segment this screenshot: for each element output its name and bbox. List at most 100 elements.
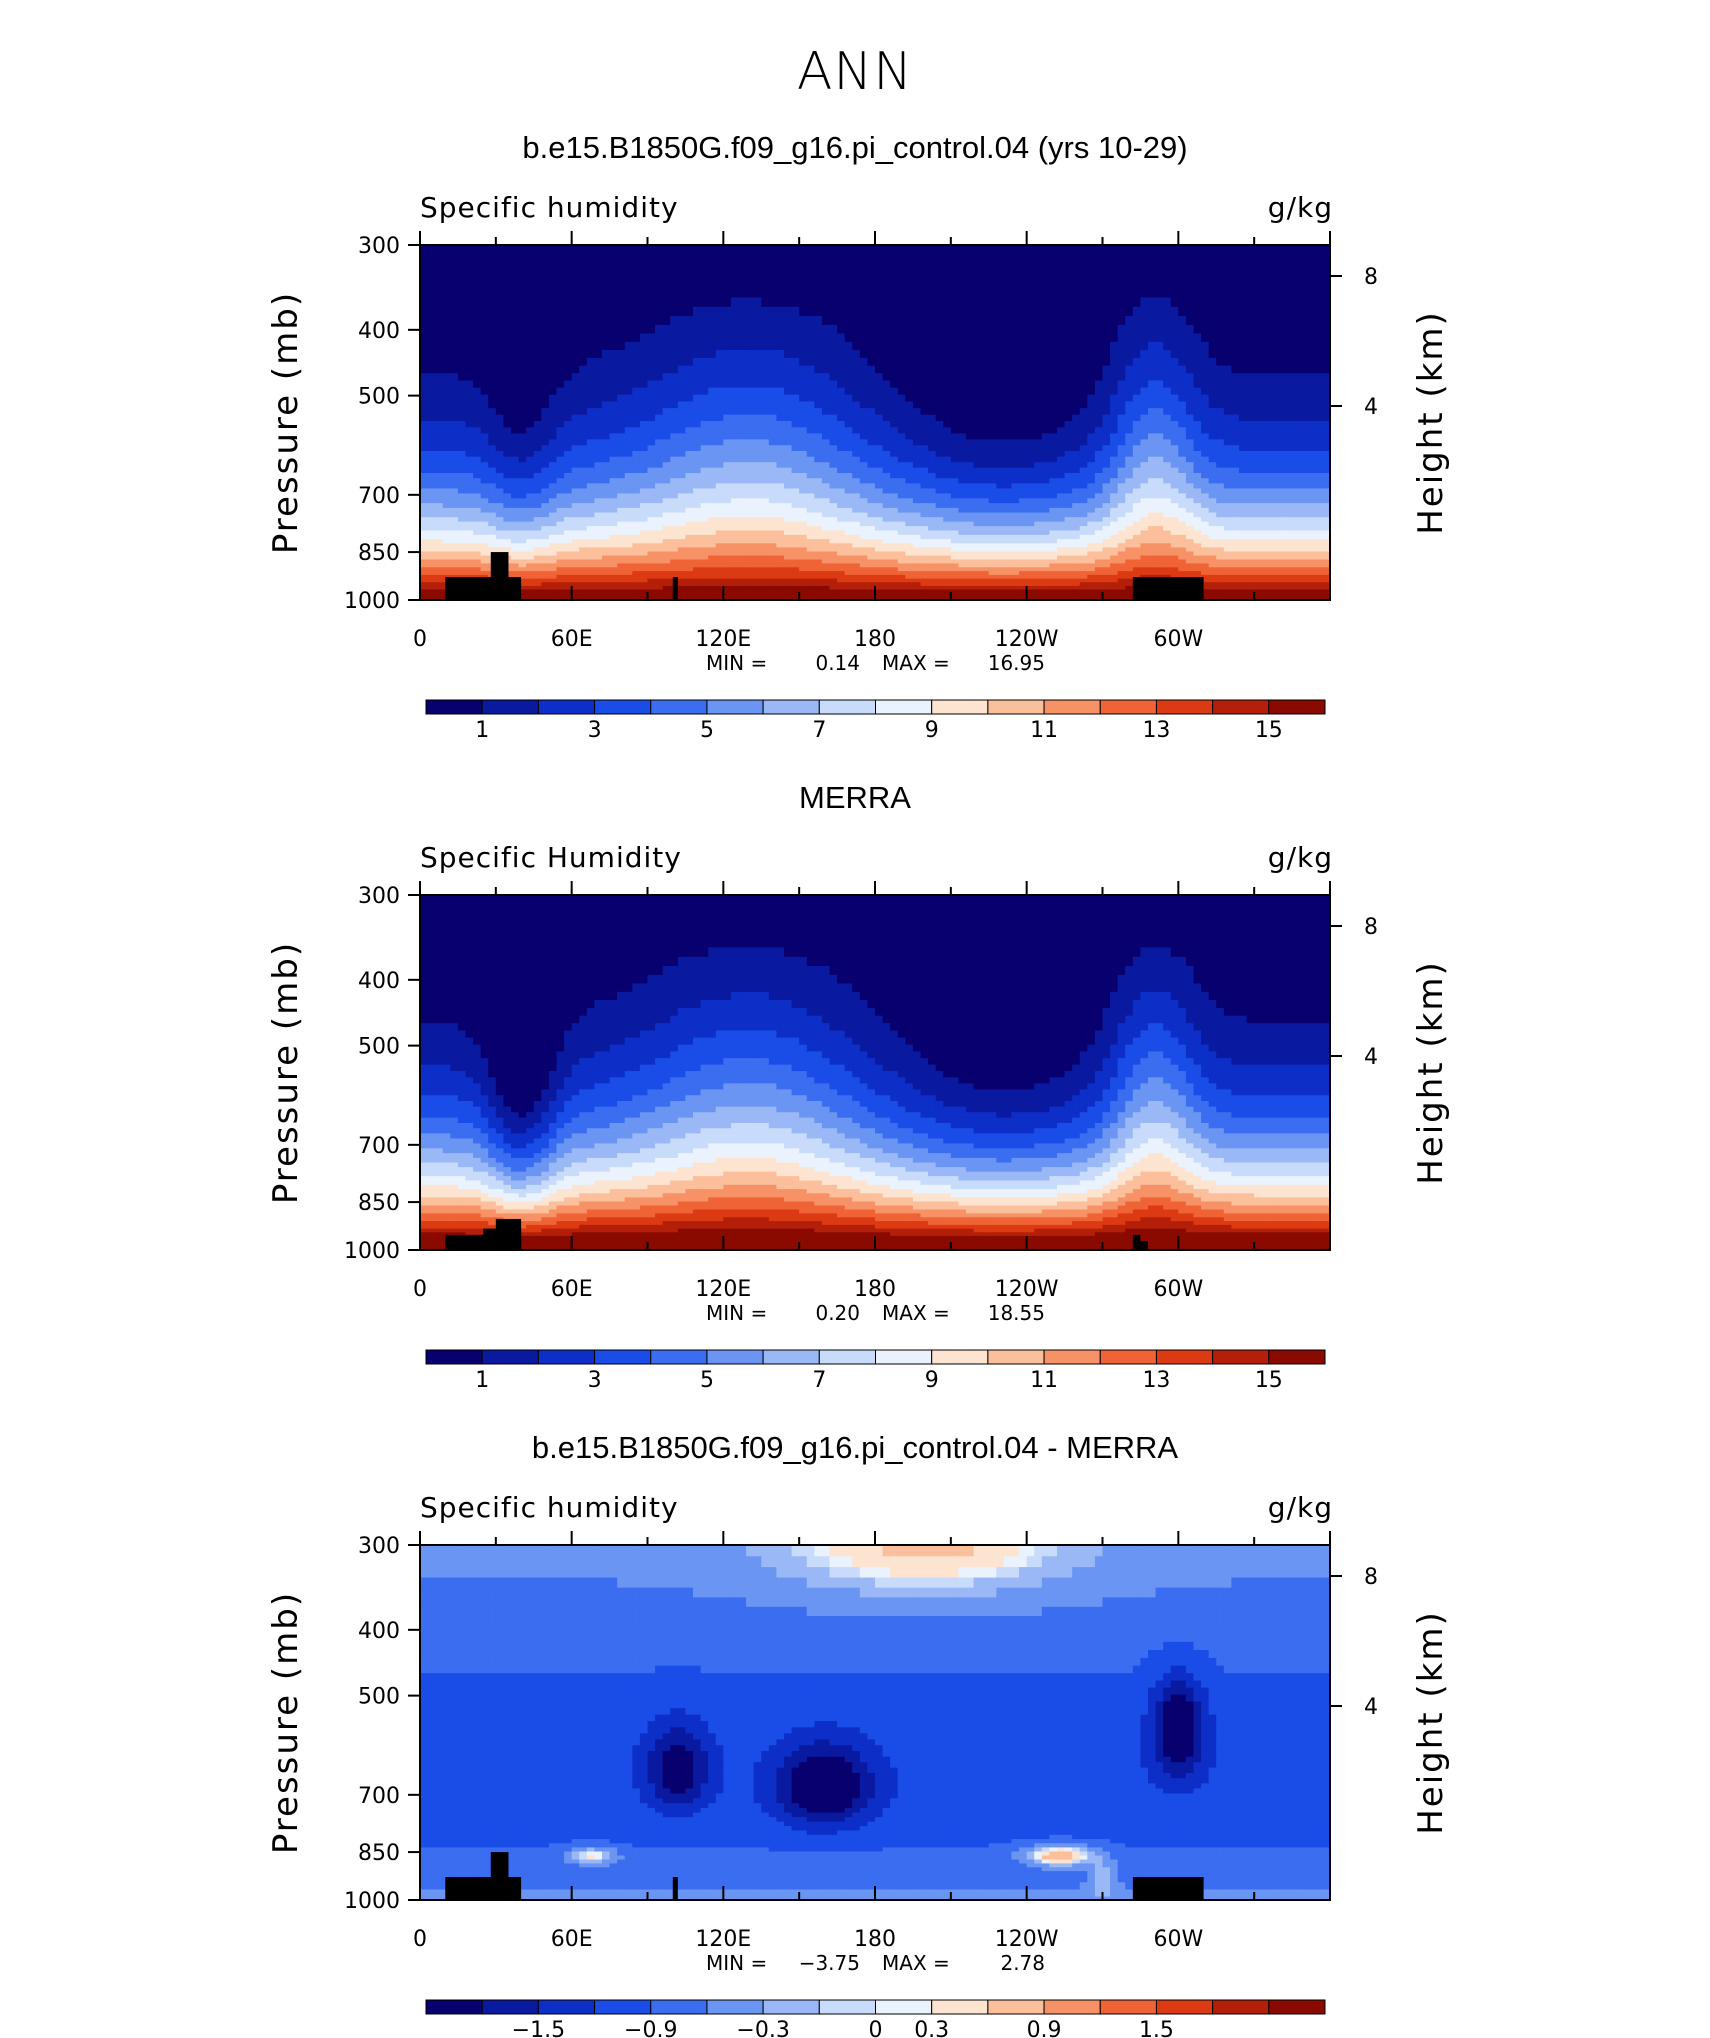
contour-cell (829, 563, 838, 568)
contour-cell (518, 350, 527, 359)
contour-cell (1011, 380, 1020, 389)
contour-cell (700, 567, 709, 572)
contour-cell (966, 245, 975, 257)
contour-cell (1041, 593, 1051, 598)
contour-cell (518, 478, 527, 484)
contour-cell (511, 503, 520, 509)
contour-cell (859, 401, 869, 409)
contour-cell (859, 267, 869, 279)
contour-cell (526, 350, 535, 359)
contour-cell (723, 373, 732, 382)
contour-cell (624, 555, 633, 561)
contour-cell (533, 333, 542, 343)
contour-cell (647, 574, 656, 580)
contour-cell (973, 315, 982, 326)
contour-cell (594, 315, 603, 326)
contour-cell (935, 517, 944, 523)
contour-cell (693, 493, 702, 499)
contour-cell (594, 350, 603, 359)
contour-cell (708, 574, 717, 580)
contour-cell (912, 451, 922, 458)
contour-cell (943, 357, 952, 367)
contour-cell (996, 503, 1005, 509)
contour-cell (548, 530, 558, 536)
contour-cell (495, 472, 505, 479)
contour-cell (420, 373, 429, 382)
contour-cell (427, 534, 436, 540)
contour-cell (518, 503, 527, 509)
contour-cell (958, 357, 967, 367)
contour-cell (541, 526, 550, 532)
contour-cell (571, 421, 580, 428)
contour-cell (571, 539, 580, 544)
contour-cell (950, 256, 960, 268)
contour-cell (526, 421, 535, 428)
contour-cell (958, 547, 967, 553)
contour-cell (776, 408, 785, 416)
contour-cell (973, 574, 982, 580)
contour-cell (859, 578, 869, 583)
contour-cell (1034, 394, 1043, 403)
contour-cell (776, 341, 785, 351)
contour-cell (723, 478, 732, 484)
contour-cell (564, 451, 573, 458)
contour-cell (662, 478, 671, 484)
contour-cell (442, 324, 451, 335)
contour-cell (435, 373, 444, 382)
contour-cell (799, 589, 808, 594)
contour-cell (632, 517, 641, 523)
contour-cell (420, 593, 429, 598)
contour-cell (708, 559, 717, 565)
contour-cell (844, 593, 853, 598)
contour-cell (693, 433, 702, 440)
contour-cell (700, 534, 709, 540)
contour-cell (1011, 571, 1020, 576)
contour-cell (700, 512, 709, 518)
contour-cell (776, 277, 785, 289)
contour-cell (586, 315, 596, 326)
contour-cell (867, 517, 876, 523)
contour-cell (564, 472, 573, 479)
contour-cell (624, 472, 633, 479)
contour-cell (950, 539, 960, 544)
contour-cell (746, 357, 755, 367)
contour-cell (746, 488, 755, 495)
contour-cell (875, 589, 884, 594)
contour-cell (928, 585, 937, 591)
contour-cell (488, 462, 497, 469)
contour-cell (556, 387, 565, 396)
contour-cell (518, 589, 527, 594)
contour-cell (829, 512, 838, 518)
contour-cell (799, 401, 808, 409)
contour-cell (457, 521, 467, 527)
contour-cell (632, 341, 641, 351)
contour-cell (958, 401, 967, 409)
contour-cell (670, 427, 679, 434)
contour-cell (639, 462, 649, 469)
contour-cell (639, 373, 649, 382)
contour-cell (890, 488, 899, 495)
plot-area (420, 245, 1331, 601)
contour-cell (594, 445, 603, 452)
contour-cell (594, 267, 603, 279)
contour-cell (829, 365, 838, 374)
contour-cell (617, 589, 626, 594)
contour-cell (935, 555, 944, 561)
contour-cell (526, 414, 535, 422)
contour-cell (548, 585, 558, 591)
contour-cell (602, 547, 611, 553)
contour-cell (685, 315, 694, 326)
contour-cell (784, 387, 793, 396)
contour-cell (912, 547, 922, 553)
contour-cell (473, 245, 482, 257)
contour-cell (776, 373, 785, 382)
contour-cell (609, 530, 618, 536)
contour-cell (837, 589, 846, 594)
contour-cell (579, 297, 588, 308)
contour-cell (1034, 315, 1043, 326)
contour-cell (693, 456, 702, 463)
contour-cell (647, 547, 656, 553)
contour-cell (624, 593, 633, 598)
contour-cell (988, 256, 997, 268)
contour-cell (867, 478, 876, 484)
